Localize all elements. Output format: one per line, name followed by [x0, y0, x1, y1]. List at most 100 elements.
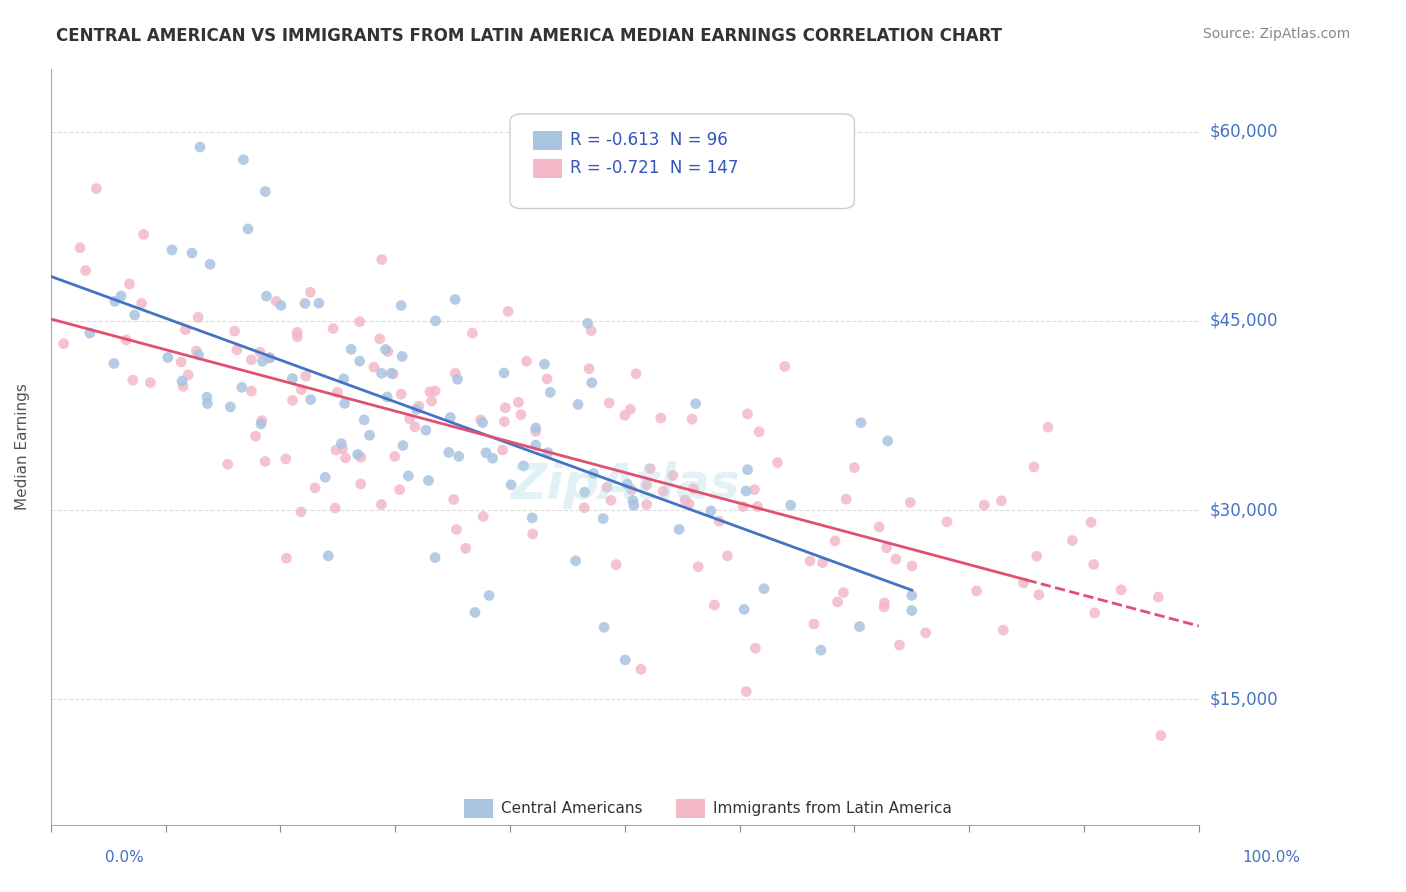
Point — [662, 468, 685, 483]
Text: $30,000: $30,000 — [1211, 501, 1278, 519]
Point — [188, 140, 211, 154]
Point — [368, 332, 391, 346]
Point — [673, 492, 696, 507]
Point — [250, 414, 273, 428]
Point — [384, 450, 406, 464]
Point — [259, 351, 281, 365]
Point — [576, 316, 599, 330]
Point — [1083, 558, 1105, 572]
Point — [624, 367, 647, 381]
Point — [873, 596, 896, 610]
Point — [581, 376, 603, 390]
Point — [501, 478, 523, 492]
Point — [388, 483, 411, 497]
Point — [1147, 590, 1170, 604]
Point — [249, 345, 271, 359]
Point — [423, 550, 446, 565]
Point — [824, 533, 846, 548]
Point — [901, 559, 924, 574]
Point — [259, 351, 281, 365]
Point — [605, 558, 627, 572]
Point — [346, 448, 368, 462]
Point — [494, 401, 516, 415]
Point — [323, 501, 346, 516]
Text: $45,000: $45,000 — [1211, 312, 1278, 330]
Point — [536, 372, 558, 386]
Point — [304, 481, 326, 495]
Point — [389, 298, 412, 312]
Point — [370, 498, 392, 512]
Text: CENTRAL AMERICAN VS IMMIGRANTS FROM LATIN AMERICA MEDIAN EARNINGS CORRELATION CH: CENTRAL AMERICAN VS IMMIGRANTS FROM LATI… — [56, 27, 1002, 45]
Point — [1022, 459, 1045, 474]
Point — [900, 495, 922, 509]
Point — [187, 310, 209, 325]
Point — [652, 484, 675, 499]
Point — [325, 443, 347, 458]
Y-axis label: Median Earnings: Median Earnings — [15, 384, 30, 510]
Point — [104, 294, 127, 309]
Point — [733, 602, 755, 616]
Point — [636, 478, 658, 492]
Point — [799, 554, 821, 568]
Point — [219, 400, 242, 414]
Point — [79, 326, 101, 340]
Point — [470, 413, 492, 427]
Point — [236, 222, 259, 236]
Point — [735, 684, 758, 698]
Point — [391, 350, 413, 364]
Point — [478, 589, 501, 603]
Point — [508, 395, 530, 409]
Point — [600, 493, 623, 508]
Point — [447, 450, 470, 464]
Point — [420, 393, 443, 408]
Point — [537, 445, 560, 459]
Point — [993, 623, 1015, 637]
Point — [494, 366, 516, 380]
Point — [936, 515, 959, 529]
Point — [492, 442, 515, 457]
Point — [177, 368, 200, 382]
Point — [564, 554, 586, 568]
Point — [418, 474, 440, 488]
Point — [636, 498, 658, 512]
Point — [330, 436, 353, 450]
Point — [254, 185, 277, 199]
Point — [616, 477, 638, 491]
Point — [419, 384, 441, 399]
Point — [524, 421, 547, 435]
FancyBboxPatch shape — [676, 799, 706, 818]
Point — [747, 500, 769, 514]
Point — [873, 600, 896, 615]
Point — [614, 653, 637, 667]
Point — [294, 369, 316, 384]
Point — [75, 263, 97, 277]
Point — [225, 343, 247, 357]
Point — [446, 372, 468, 386]
Point — [316, 549, 339, 563]
Point — [110, 289, 132, 303]
Point — [475, 446, 498, 460]
Point — [579, 324, 602, 338]
Text: R = -0.721  N = 147: R = -0.721 N = 147 — [569, 160, 738, 178]
Point — [333, 372, 356, 386]
Point — [308, 296, 330, 310]
Point — [446, 523, 468, 537]
Point — [773, 359, 796, 374]
Point — [131, 296, 153, 310]
FancyBboxPatch shape — [464, 799, 492, 818]
Text: R = -0.613  N = 96: R = -0.613 N = 96 — [569, 131, 727, 150]
Point — [598, 396, 620, 410]
Point — [533, 357, 555, 371]
Point — [132, 227, 155, 242]
Point — [592, 511, 614, 525]
Point — [425, 314, 447, 328]
Point — [174, 323, 197, 337]
Point — [538, 385, 561, 400]
Point — [522, 511, 544, 525]
Point — [382, 367, 405, 381]
Point — [444, 293, 467, 307]
Point — [516, 354, 538, 368]
Point — [254, 454, 277, 468]
Point — [849, 416, 872, 430]
Point — [423, 384, 446, 398]
